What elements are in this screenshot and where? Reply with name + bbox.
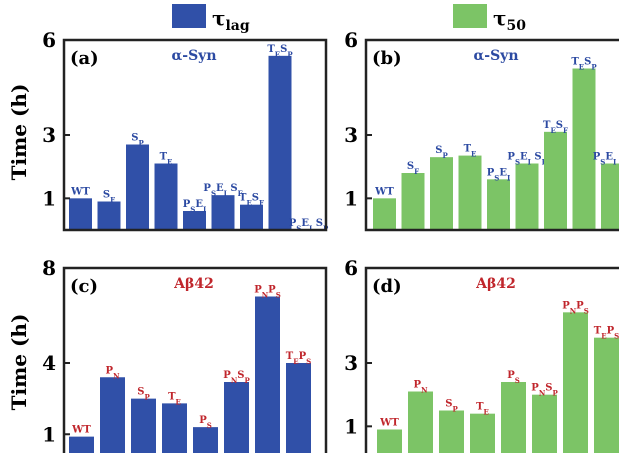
y-tick-label: 6: [344, 256, 358, 280]
bar-label: PNSP: [531, 383, 558, 398]
bar-label: TESP: [267, 44, 293, 59]
y-tick-label: 1: [344, 414, 358, 438]
bar-label: PSEI SP: [593, 152, 619, 167]
bar: [193, 427, 218, 453]
bar-label: TE: [160, 152, 173, 167]
bar: [240, 204, 263, 230]
bar-label: TESF: [543, 120, 568, 135]
bar: [544, 131, 567, 230]
bar: [268, 55, 292, 231]
bar-label: PNPS: [562, 300, 589, 315]
bar-label: WT: [374, 186, 394, 197]
legend: τlag τ50: [172, 4, 526, 34]
bar: [563, 312, 588, 453]
bar: [601, 163, 619, 230]
bar: [594, 337, 619, 453]
bar-label: PSEI SF: [203, 183, 242, 198]
legend-label-tau-lag: τlag: [212, 6, 250, 34]
bar: [211, 195, 235, 230]
bar-label: SP: [445, 399, 458, 414]
bar-label: SF: [407, 161, 419, 176]
bar-label: SP: [131, 133, 144, 148]
bar: [131, 398, 156, 453]
y-tick-label: 1: [42, 186, 56, 210]
bar-label: WT: [70, 186, 90, 197]
bar-label: PS: [199, 415, 212, 430]
bar-label: PSEI: [487, 167, 511, 182]
bar-label: PSEI SF: [507, 152, 546, 167]
bar-label: TEPS: [594, 326, 619, 341]
y-tick-label: 6: [42, 28, 56, 52]
bar: [501, 382, 526, 453]
bar-label: WT: [71, 425, 91, 436]
bar: [487, 179, 510, 230]
bar: [126, 144, 149, 230]
bar: [572, 68, 596, 230]
y-axis-label-top: Time (h): [7, 84, 31, 181]
bar-label: WT: [379, 418, 399, 429]
bar: [286, 363, 311, 453]
bar: [470, 413, 495, 453]
bar: [100, 377, 125, 453]
y-axis-label-bottom: Time (h): [7, 314, 31, 411]
legend-swatch-tau-50: [453, 4, 487, 28]
bar: [458, 155, 482, 230]
bar-label: PN: [106, 365, 121, 380]
bar: [377, 429, 402, 453]
bar: [408, 391, 433, 453]
bar: [154, 163, 178, 230]
bar-label: TE: [464, 144, 477, 159]
bar: [401, 173, 425, 230]
bar: [97, 201, 121, 230]
bar: [69, 198, 92, 230]
bar-label: TESP: [571, 57, 597, 72]
bar-label: TE: [476, 402, 489, 417]
bar: [515, 163, 539, 230]
legend-label-tau-50: τ50: [493, 6, 526, 34]
y-tick-label: 1: [42, 422, 56, 446]
y-tick-label: 3: [42, 123, 56, 147]
legend-swatch-tau-lag: [172, 4, 206, 28]
panel-title: Aβ42: [475, 276, 516, 292]
panel-letter: (b): [372, 48, 402, 69]
bar: [162, 403, 187, 453]
bar-label: PNPS: [254, 285, 281, 300]
bar: [69, 436, 94, 453]
panel-title: Aβ42: [173, 276, 214, 292]
y-tick-label: 8: [42, 256, 56, 280]
panel-letter: (a): [70, 48, 99, 69]
y-tick-label: 3: [344, 351, 358, 375]
bar-label: SP: [435, 145, 448, 160]
panel-letter: (d): [372, 276, 402, 297]
y-tick-label: 1: [344, 186, 358, 210]
y-tick-label: 4: [42, 351, 56, 375]
bar-label: PS: [507, 370, 520, 385]
panel-letter: (c): [70, 276, 98, 297]
y-tick-label: 3: [344, 123, 358, 147]
bar: [183, 211, 206, 230]
panel-title: α-Syn: [473, 48, 518, 64]
bar: [255, 296, 280, 453]
y-tick-label: 6: [344, 28, 358, 52]
bar: [224, 382, 249, 453]
panel-title: α-Syn: [171, 48, 216, 64]
bar: [430, 157, 453, 230]
bar: [532, 394, 557, 453]
bar: [439, 410, 464, 453]
bar-label: SP: [137, 387, 150, 402]
bar-label: TESF: [239, 193, 264, 208]
bar-label: SF: [103, 190, 115, 205]
bar-label: PSEI: [183, 199, 207, 214]
bar-label: TE: [168, 391, 181, 406]
bar: [373, 198, 396, 230]
bar-label: PN: [414, 380, 429, 395]
bar-label: PNSP: [223, 370, 250, 385]
bar-label: TEPS: [286, 351, 311, 366]
